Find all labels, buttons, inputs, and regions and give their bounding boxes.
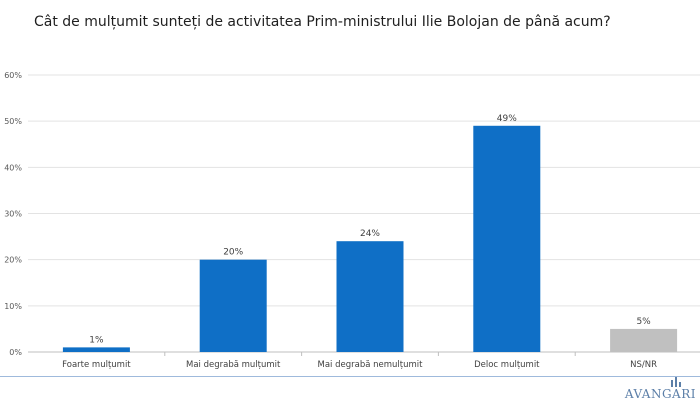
data-label: 20%: [223, 248, 243, 258]
brand-logo: AVANGARI: [624, 377, 696, 401]
bar: [62, 347, 130, 352]
bar: [199, 259, 267, 352]
data-label: 1%: [89, 335, 104, 345]
y-tick-label: 30%: [4, 210, 22, 219]
data-label: 5%: [636, 317, 651, 327]
x-tick-label: Mai degrabă nemulțumit: [318, 360, 424, 370]
x-tick-label: Deloc mulțumit: [474, 360, 540, 370]
chart-title: Cât de mulțumit sunteți de activitatea P…: [34, 14, 611, 30]
x-tick-label: Mai degrabă mulțumit: [186, 360, 281, 370]
x-tick-label: Foarte mulțumit: [62, 360, 131, 370]
x-tick-label: NS/NR: [630, 360, 657, 370]
y-tick-label: 0%: [9, 348, 22, 357]
data-label: 49%: [497, 114, 517, 124]
building-icon: [671, 377, 681, 387]
bar: [473, 125, 541, 353]
y-tick-label: 10%: [4, 302, 22, 311]
y-tick-label: 60%: [4, 71, 22, 80]
bar: [610, 328, 678, 352]
data-label: 24%: [360, 229, 380, 239]
y-tick-label: 20%: [4, 256, 22, 265]
y-tick-label: 50%: [4, 117, 22, 126]
brand-name: AVANGARI: [624, 387, 696, 401]
footer-divider: [0, 376, 700, 377]
bar: [336, 241, 404, 352]
y-tick-label: 40%: [4, 163, 22, 172]
